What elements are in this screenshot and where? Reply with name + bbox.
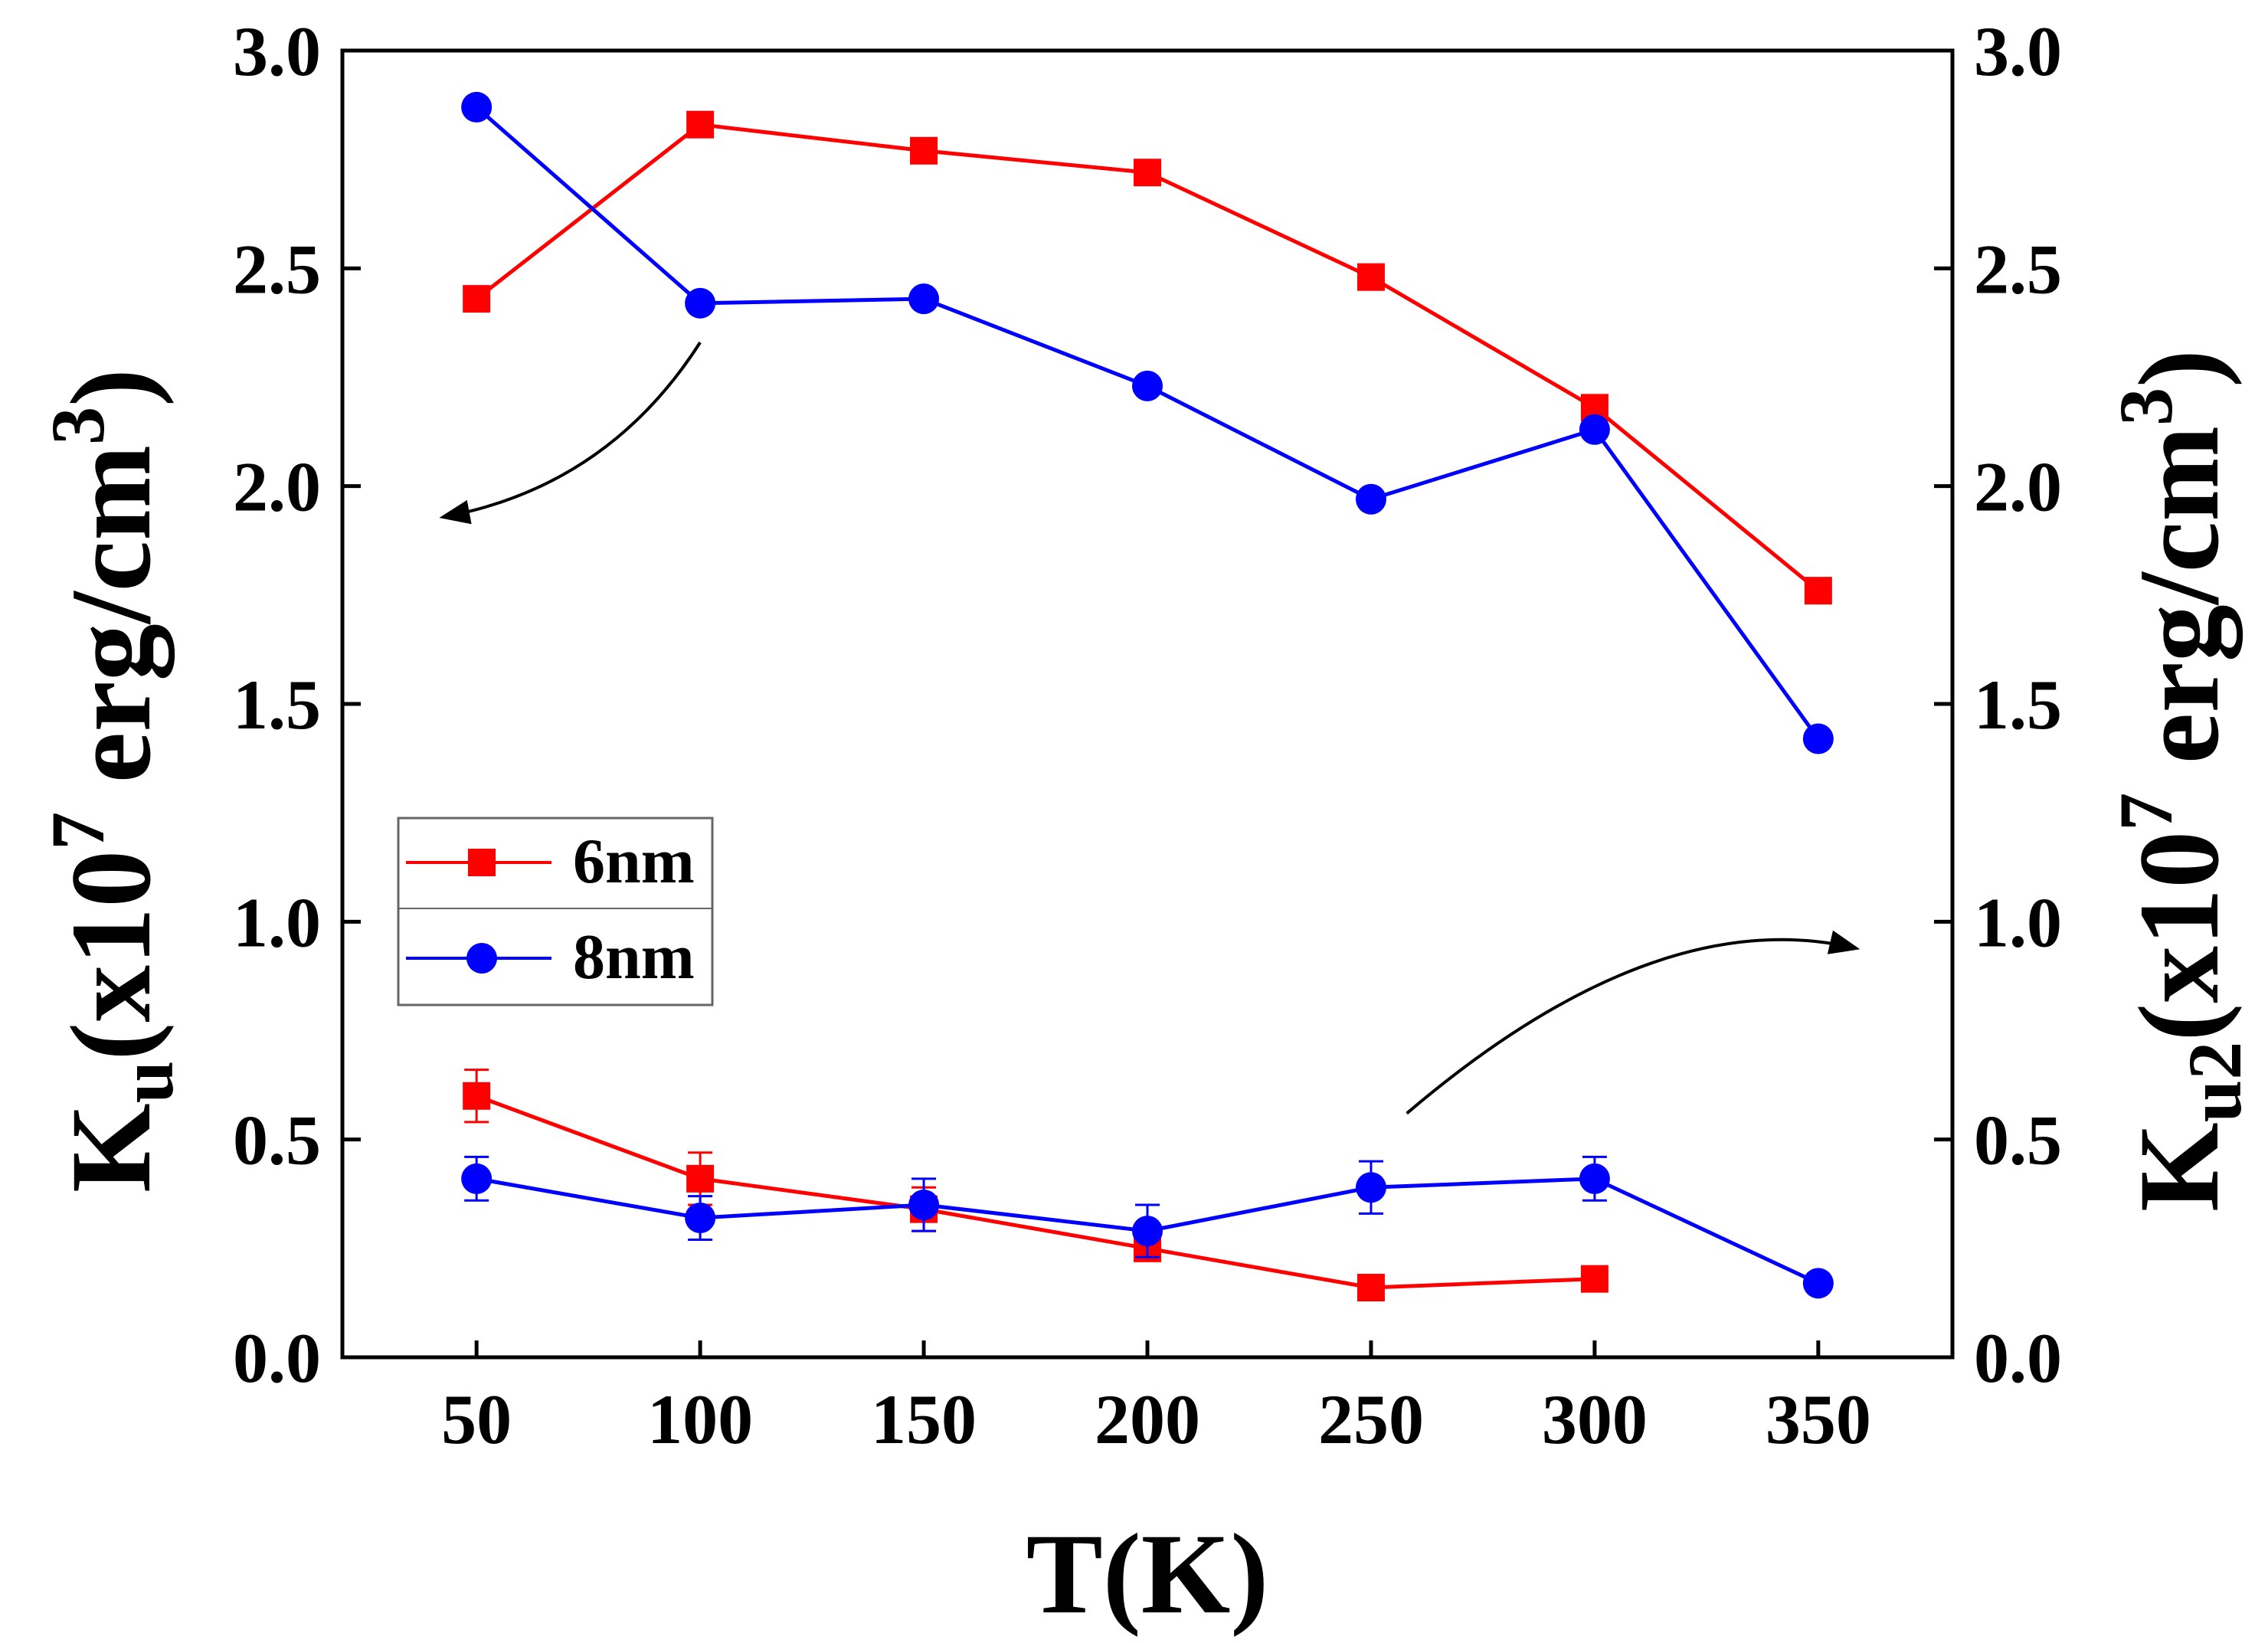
series-6nm-left [463,110,1832,605]
data-point-6nm-left [1134,159,1161,187]
data-point-6nm-left [686,110,715,139]
y-axis-title-main: K [47,1103,175,1193]
y2-axis-title-close: ) [2116,349,2243,388]
data-point-8nm-left [1355,483,1386,515]
x-ticks: 50 100 150 200 250 300 350 [441,1340,1871,1458]
data-point-8nm-left [685,287,716,319]
y-axis-title-unit-sup: 3 [35,407,120,445]
legend-marker-8nm [466,943,497,974]
series-8nm-left [461,91,1834,754]
data-point-8nm-right [685,1203,716,1234]
y2-axis-title-unit: erg/cm [2116,426,2243,793]
x-tick-label: 50 [441,1380,512,1458]
y-axis-title-paren: (x10 [47,850,175,1061]
y2-tick-label: 2.0 [1974,448,2062,526]
y2-axis-title-sub: u2 [2172,1042,2257,1123]
x-tick-label: 250 [1318,1380,1424,1458]
y-axis-title: Ku(x107 erg/cm3) [35,368,189,1193]
series-line-6nm-right [476,1094,1595,1290]
data-point-8nm-right [1355,1172,1386,1203]
data-point-6nm-right [1357,1274,1385,1302]
y-tick-label: 1.5 [233,666,321,744]
y-tick-label: 2.5 [233,230,321,308]
data-point-8nm-right [461,1163,493,1194]
data-point-8nm-right [1579,1163,1610,1194]
data-point-6nm-right [463,1082,491,1110]
y2-axis-title-unit-sup: 3 [2103,388,2188,426]
data-point-8nm-left [1132,370,1163,401]
y-tick-label: 0.5 [233,1101,321,1180]
legend-label-6nm: 6nm [573,826,695,897]
data-point-8nm-left [908,283,940,315]
y2-axis-title: Ku2(x107 erg/cm3) [2103,349,2257,1212]
plot-frame [340,48,1955,1360]
y2-axis-title-paren: (x10 [2116,831,2243,1042]
y-axis-title-unit: erg/cm [47,445,175,812]
y2-tick-label: 3.0 [1974,12,2062,90]
x-tick-label: 150 [871,1380,977,1458]
y-tick-label: 1.0 [233,883,321,961]
y-axis-title-close: ) [47,368,175,407]
data-point-6nm-left [1357,263,1385,291]
y2-tick-label: 0.5 [1974,1101,2062,1180]
series-layer [461,91,1834,1302]
y-axis-title-sup: 7 [35,812,120,850]
y2-axis-title-main: K [2116,1122,2243,1212]
y2-axis-title-sup: 7 [2103,793,2188,831]
data-point-6nm-right [686,1164,715,1193]
legend-box [397,817,714,1006]
data-point-8nm-right [908,1189,940,1220]
y2-tick-label: 1.5 [1974,666,2062,744]
data-point-6nm-left [463,285,491,313]
x-tick-label: 300 [1542,1380,1648,1458]
annotation-arrow-left-axis [439,341,702,525]
x-axis-title: T(K) [1026,1510,1269,1638]
data-point-6nm-left [1804,577,1832,605]
y2-tick-label: 1.0 [1974,883,2062,961]
annotation-arrow-right-axis [1406,930,1861,1115]
y2-ticks: 0.0 0.5 1.0 1.5 2.0 2.5 3.0 [1934,12,2062,1397]
x-tick-label: 200 [1095,1380,1200,1458]
x-tick-label: 350 [1766,1380,1871,1458]
y-ticks: 0.0 0.5 1.0 1.5 2.0 2.5 3.0 [233,12,361,1397]
data-point-8nm-left [461,91,493,123]
y-tick-label: 2.0 [233,448,321,526]
data-point-8nm-right [1132,1216,1163,1247]
data-point-6nm-left [910,136,938,165]
series-line-8nm-left [475,106,1820,740]
legend-label-8nm: 8nm [573,921,695,993]
y-tick-label: 3.0 [233,12,321,90]
y-axis-title-sub: u [104,1061,189,1104]
y2-tick-label: 2.5 [1974,230,2062,308]
data-point-6nm-right [1580,1265,1609,1293]
y-tick-label: 0.0 [233,1319,321,1397]
y2-tick-label: 0.0 [1974,1319,2062,1397]
legend-marker-6nm [468,849,496,876]
series-8nm-right [461,1155,1834,1299]
annotations [439,341,1861,1115]
data-point-8nm-right [1802,1268,1834,1299]
x-tick-label: 100 [647,1380,753,1458]
data-point-8nm-left [1802,723,1834,754]
series-line-6nm-left [475,123,1820,593]
data-point-8nm-left [1579,414,1610,445]
legend: 6nm 8nm [397,817,714,1006]
